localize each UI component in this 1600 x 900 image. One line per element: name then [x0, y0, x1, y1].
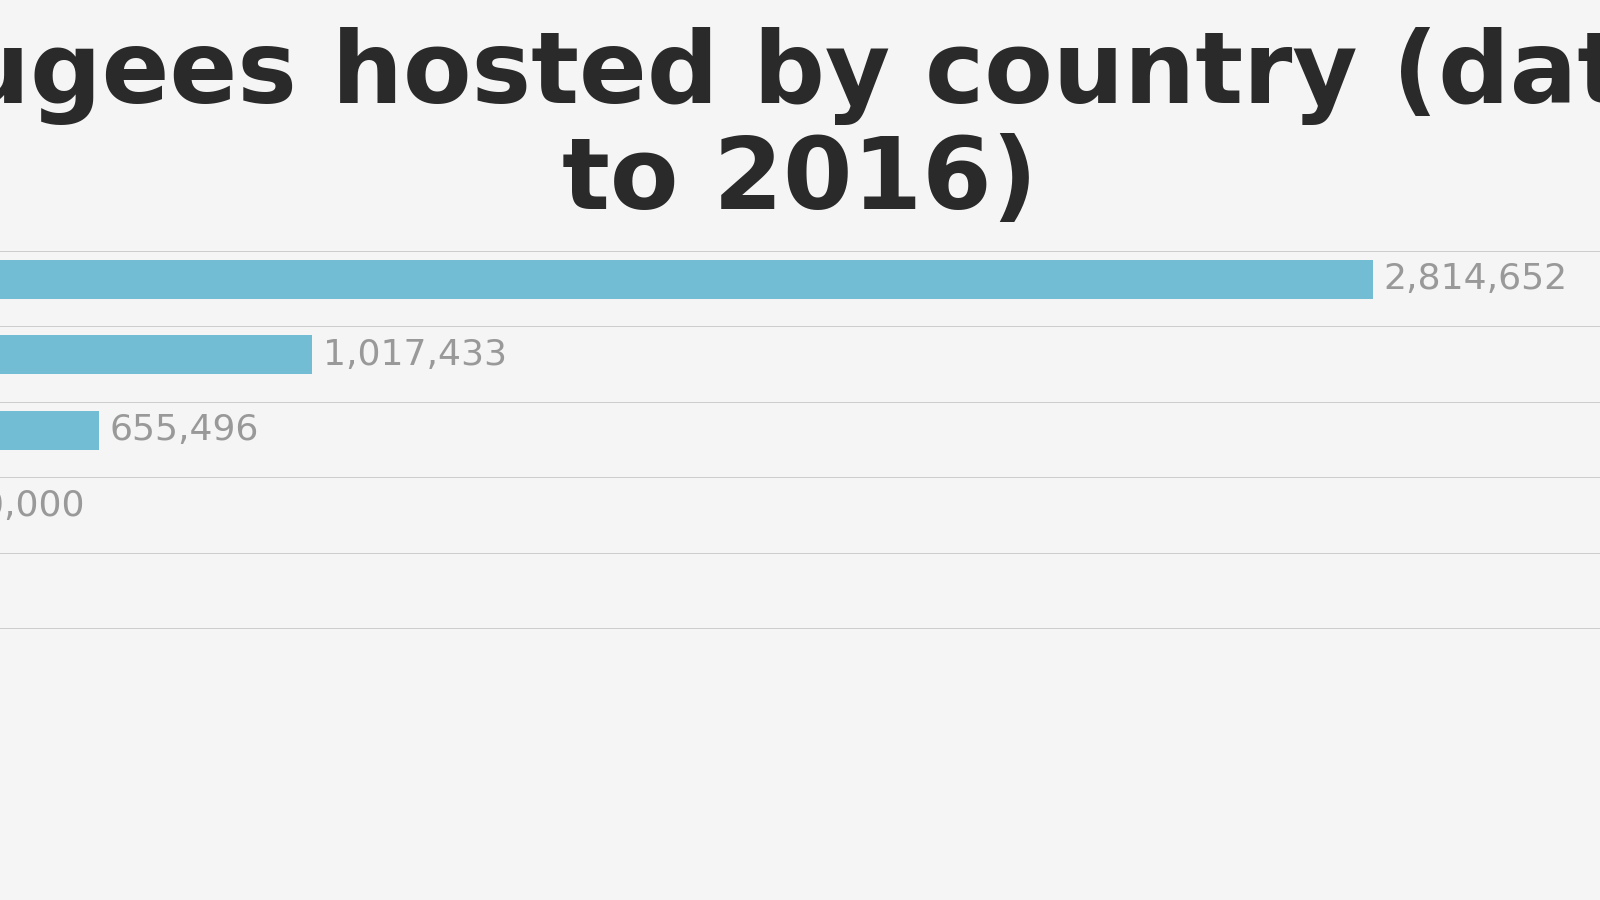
- Text: 655,496: 655,496: [109, 413, 259, 447]
- Bar: [0, 260, 1373, 299]
- Text: 1,017,433: 1,017,433: [323, 338, 507, 372]
- Bar: [0, 410, 99, 450]
- Text: 360,000: 360,000: [0, 489, 85, 523]
- Text: Syrian refugees hosted by country (data updated
to 2016): Syrian refugees hosted by country (data …: [0, 27, 1600, 230]
- Text: 2,814,652: 2,814,652: [1384, 262, 1568, 296]
- Bar: [0, 335, 312, 374]
